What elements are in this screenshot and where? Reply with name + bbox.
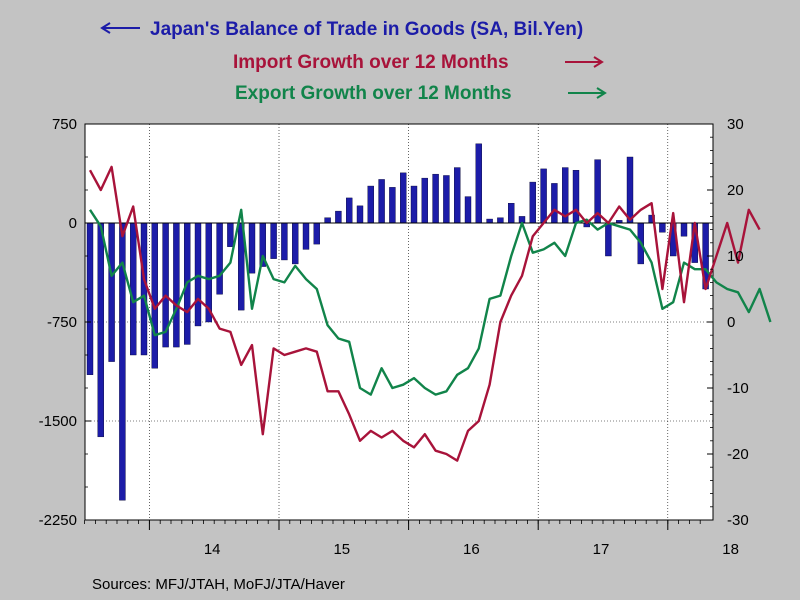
balance-bar bbox=[335, 210, 342, 224]
balance-bar bbox=[173, 222, 180, 348]
growth-lines bbox=[88, 165, 772, 462]
legend-label-export: Export Growth over 12 Months bbox=[235, 83, 512, 104]
balance-bar bbox=[281, 222, 288, 261]
balance-bar bbox=[97, 222, 105, 438]
right-axis-tick-label: 0 bbox=[727, 314, 735, 331]
balance-bar bbox=[605, 222, 612, 257]
balance-bar bbox=[421, 177, 428, 224]
export-growth-line bbox=[88, 208, 772, 396]
left-axis-tick-label: -750 bbox=[47, 314, 77, 331]
x-axis-year-label: 14 bbox=[204, 541, 221, 558]
balance-bar bbox=[194, 222, 202, 327]
legend-label-import: Import Growth over 12 Months bbox=[233, 52, 509, 73]
right-axis-tick-label: 10 bbox=[727, 248, 744, 265]
legend-item-balance: Japan's Balance of Trade in Goods (SA, B… bbox=[100, 19, 583, 40]
right-axis-tick-label: 20 bbox=[727, 182, 744, 199]
balance-bar bbox=[248, 222, 256, 274]
balance-bar bbox=[486, 218, 493, 224]
balance-bar bbox=[216, 222, 223, 295]
left-axis-tick-label: -1500 bbox=[39, 413, 77, 430]
balance-bar bbox=[367, 185, 374, 224]
legend-arrowhead-export bbox=[596, 87, 607, 99]
left-axis-tick-label: 750 bbox=[52, 116, 77, 133]
balance-bar bbox=[129, 222, 137, 356]
balance-bar bbox=[389, 187, 396, 224]
legend-arrowhead-balance bbox=[100, 22, 111, 34]
balance-bar bbox=[508, 202, 515, 224]
legend-arrowhead-import bbox=[593, 56, 604, 68]
balance-bar bbox=[540, 168, 547, 224]
balance-bar bbox=[270, 222, 277, 259]
balance-bar bbox=[464, 196, 472, 224]
balance-bar bbox=[400, 172, 407, 224]
balance-bar bbox=[292, 222, 299, 265]
legend-item-export: Export Growth over 12 Months bbox=[235, 83, 607, 104]
balance-bar bbox=[432, 173, 439, 224]
balance-bar bbox=[151, 222, 159, 369]
x-axis-year-label: 15 bbox=[333, 541, 350, 558]
balance-bar bbox=[529, 181, 536, 224]
axes: 750 0 -750 -1500 -2250 30 20 10 0 -10 -20 -30 14 15 16… bbox=[39, 116, 749, 558]
right-axis-tick-label: -20 bbox=[727, 446, 749, 463]
right-axis-tick-label: -30 bbox=[727, 512, 749, 529]
left-axis-tick-label: 0 bbox=[69, 215, 77, 232]
legend-item-import: Import Growth over 12 Months bbox=[233, 52, 604, 73]
balance-bar bbox=[680, 222, 688, 237]
balance-bar bbox=[324, 217, 331, 224]
balance-bar bbox=[356, 205, 364, 224]
x-axis-year-label: 18 bbox=[722, 541, 739, 558]
balance-bar bbox=[551, 183, 558, 224]
left-axis-tick-label: -2250 bbox=[39, 512, 77, 529]
balance-bar bbox=[378, 179, 385, 224]
balance-bar bbox=[108, 222, 115, 362]
balance-bar bbox=[475, 143, 482, 224]
x-axis-year-label: 16 bbox=[463, 541, 480, 558]
balance-bar bbox=[443, 175, 450, 224]
source-note: Sources: MFJ/JTAH, MoFJ/JTA/Haver bbox=[92, 576, 345, 593]
legend: Japan's Balance of Trade in Goods (SA, B… bbox=[100, 19, 607, 104]
balance-bar bbox=[86, 222, 94, 376]
balance-bar bbox=[572, 169, 580, 224]
balance-bar bbox=[659, 222, 666, 233]
legend-label-balance: Japan's Balance of Trade in Goods (SA, B… bbox=[150, 19, 583, 40]
balance-bar bbox=[626, 156, 634, 224]
gridlines bbox=[85, 124, 713, 520]
balance-bar bbox=[227, 222, 234, 247]
balance-bar bbox=[410, 185, 418, 224]
balance-bar bbox=[313, 222, 320, 245]
balance-bar bbox=[346, 197, 353, 224]
balance-bar bbox=[497, 217, 504, 224]
right-axis-tick-label: 30 bbox=[727, 116, 744, 133]
right-axis-tick-label: -10 bbox=[727, 380, 749, 397]
balance-bar bbox=[454, 167, 461, 224]
x-axis-year-label: 17 bbox=[593, 541, 610, 558]
balance-bar bbox=[140, 222, 148, 356]
import-growth-line bbox=[88, 165, 761, 462]
balance-bar bbox=[302, 222, 310, 250]
